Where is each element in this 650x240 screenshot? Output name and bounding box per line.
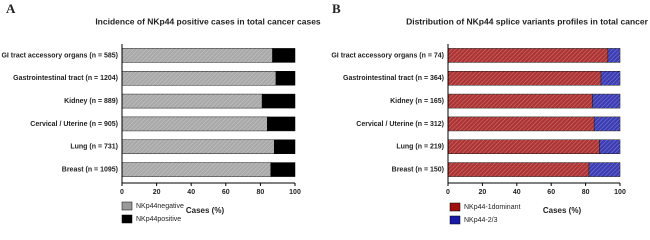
x-axis-label: Cases (%) [543,206,582,215]
bar-hatch [448,94,593,109]
bar-hatch [589,162,620,177]
panel-label: A [6,1,16,16]
bar-hatch [448,139,600,154]
bar-hatch [122,94,263,109]
legend-swatch [121,201,133,211]
bar-segment [272,48,296,63]
y-tick-label: Kidney (n = 165) [390,98,444,105]
x-tick-label: 40 [513,189,521,196]
x-tick-label: 40 [187,189,195,196]
y-tick-label: GI tract accessory organs (n = 585) [1,52,118,59]
x-tick-label: 20 [153,189,161,196]
legend-label: NKp44negative [136,203,184,210]
y-tick-label: Lung (n = 731) [70,144,118,151]
y-tick-label: Breast (n = 150) [392,166,444,173]
y-tick-label: Cervical / Uterine (n = 312) [356,121,444,128]
bar-segment [270,162,296,177]
y-tick-label: Kidney (n = 889) [64,98,118,105]
bar-segment [267,116,296,132]
bar-hatch [607,48,620,63]
bar-segment [273,139,296,154]
bar-hatch [594,116,620,131]
bar-hatch [592,94,620,109]
panel-label: B [332,1,341,16]
bar-hatch [122,116,268,131]
bar-hatch [122,139,275,154]
legend-label: NKp44-2/3 [464,217,498,224]
y-tick-label: Gastrointestinal tract (n = 1204) [13,75,118,82]
bar-hatch [601,71,620,86]
x-tick-label: 80 [257,189,265,196]
legend-swatch [121,214,133,224]
y-tick-label: Gastrointestinal tract (n = 364) [343,75,444,82]
x-tick-label: 80 [582,189,590,196]
bar-hatch [448,162,590,177]
bar-hatch [448,116,595,131]
x-tick-label: 0 [446,189,450,196]
bar-hatch [122,48,273,63]
bar-hatch [448,71,602,86]
x-tick-label: 20 [479,189,487,196]
chart-title: Incidence of NKp44 positive cases in tot… [95,16,321,26]
legend-swatch [449,202,461,212]
y-tick-label: GI tract accessory organs (n = 74) [331,52,444,59]
x-tick-label: 60 [547,189,555,196]
bar-segment [261,93,296,109]
bar-hatch [122,71,276,86]
y-tick-label: Lung (n = 219) [396,144,444,151]
legend-swatch [449,215,461,225]
bar-hatch [448,48,608,63]
bar-segment [275,71,296,86]
x-tick-label: 0 [120,189,124,196]
chart-title: Distribution of NKp44 splice variants pr… [406,16,650,26]
legend-label: NKp44positive [136,216,181,223]
legend-label: NKp44-1dominant [464,204,520,211]
bar-hatch [122,162,271,177]
x-tick-label: 100 [614,189,626,196]
bar-hatch [599,139,620,154]
x-axis-label: Cases (%) [186,206,225,215]
x-tick-label: 60 [222,189,230,196]
figure: A Incidence of NKp44 positive cases in to… [1,1,650,225]
y-tick-label: Cervical / Uterine (n = 905) [30,121,118,128]
y-tick-label: Breast (n = 1095) [62,166,118,173]
x-tick-label: 100 [289,189,301,196]
